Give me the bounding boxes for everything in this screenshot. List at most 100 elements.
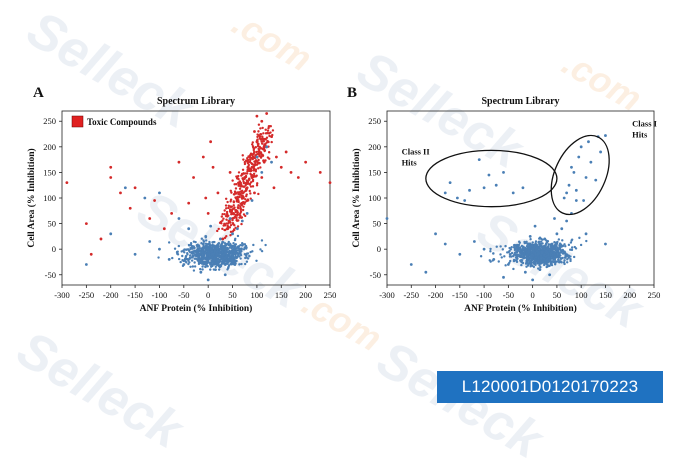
cluster-point — [527, 247, 531, 251]
cluster-point — [514, 247, 517, 251]
toxic-cloud-point — [227, 204, 231, 207]
cluster-point — [206, 265, 209, 268]
cluster-point — [201, 268, 204, 271]
cluster-point — [208, 254, 212, 258]
cluster-point — [525, 265, 528, 268]
cluster-point — [157, 256, 160, 259]
y-tick-label: 250 — [43, 116, 56, 126]
cluster-point — [501, 248, 505, 251]
y-tick-label: 0 — [377, 244, 381, 254]
cluster-point — [553, 251, 556, 254]
cluster-point — [237, 247, 241, 250]
data-point — [523, 270, 527, 274]
cluster-point — [534, 256, 538, 259]
cluster-point — [523, 253, 526, 257]
cluster-point — [531, 255, 534, 259]
data-point — [119, 191, 122, 195]
cluster-point — [557, 250, 560, 253]
cluster-point — [197, 247, 201, 250]
toxic-cloud-point — [259, 133, 263, 136]
data-point — [604, 242, 607, 246]
cluster-point — [563, 262, 566, 266]
toxic-cloud-point — [257, 130, 260, 133]
data-point — [65, 181, 69, 185]
data-point — [587, 140, 590, 144]
toxic-cloud-point — [239, 207, 243, 211]
data-point — [238, 250, 242, 254]
annotation-label: Class II — [402, 147, 431, 157]
toxic-cloud-point — [253, 175, 256, 178]
cluster-point — [210, 256, 213, 259]
toxic-cloud-point — [237, 174, 240, 178]
cluster-point — [171, 256, 174, 260]
data-point — [218, 237, 222, 241]
cluster-point — [539, 240, 543, 243]
cluster-point — [218, 248, 222, 251]
cluster-point — [569, 257, 572, 261]
data-point — [233, 260, 237, 264]
data-point — [250, 199, 254, 202]
toxic-cloud-point — [229, 230, 233, 234]
data-point — [545, 258, 549, 261]
data-point — [574, 188, 578, 192]
cluster-point — [243, 262, 247, 266]
toxic-cloud-point — [229, 198, 233, 201]
cluster-point — [245, 246, 248, 249]
data-point — [253, 130, 256, 133]
toxic-cloud-point — [232, 204, 235, 207]
data-point — [468, 188, 471, 192]
legend-label: Toxic Compounds — [87, 117, 157, 127]
toxic-cloud-point — [223, 212, 226, 216]
hit-region-ellipse — [425, 149, 558, 208]
toxic-cloud-point — [249, 168, 253, 172]
cluster-point — [228, 246, 232, 249]
toxic-cloud-point — [257, 123, 261, 126]
data-point — [260, 119, 264, 123]
data-point — [506, 263, 510, 266]
cluster-point — [213, 240, 216, 244]
cluster-point — [539, 242, 542, 245]
cluster-point — [186, 251, 189, 255]
cluster-point — [553, 255, 557, 258]
data-point — [548, 273, 552, 277]
data-point — [260, 176, 264, 179]
data-point — [199, 270, 203, 274]
data-point — [209, 140, 213, 144]
data-point — [182, 263, 186, 266]
cluster-point — [176, 253, 180, 256]
data-point — [158, 247, 161, 251]
cluster-point — [189, 241, 193, 245]
cluster-point — [542, 263, 546, 267]
cluster-point — [539, 257, 542, 260]
toxic-cloud-point — [230, 210, 233, 214]
toxic-cloud-point — [237, 171, 241, 174]
plot-frame — [386, 110, 655, 286]
data-point — [570, 165, 573, 169]
cluster-point — [187, 243, 191, 247]
cluster-point — [220, 242, 224, 245]
cluster-point — [232, 242, 235, 245]
toxic-cloud-point — [231, 221, 235, 225]
toxic-cloud-point — [231, 179, 234, 182]
x-tick-label: 150 — [599, 290, 612, 300]
data-point — [240, 201, 244, 205]
cluster-point — [233, 256, 236, 259]
cluster-point — [533, 244, 537, 247]
cluster-point — [534, 242, 537, 245]
cluster-point — [203, 252, 207, 255]
toxic-cloud-point — [226, 224, 229, 228]
data-point — [245, 211, 249, 215]
data-point — [562, 250, 566, 254]
data-point — [482, 186, 486, 190]
cluster-point — [218, 258, 222, 262]
cluster-point — [520, 263, 523, 267]
cluster-point — [195, 249, 199, 252]
toxic-cloud-point — [254, 146, 258, 149]
data-point — [260, 171, 264, 174]
data-point — [211, 252, 215, 256]
data-point — [216, 245, 220, 249]
cluster-point — [213, 257, 216, 260]
x-tick-label: 100 — [251, 290, 264, 300]
data-point — [521, 186, 525, 190]
toxic-cloud-point — [255, 184, 259, 187]
